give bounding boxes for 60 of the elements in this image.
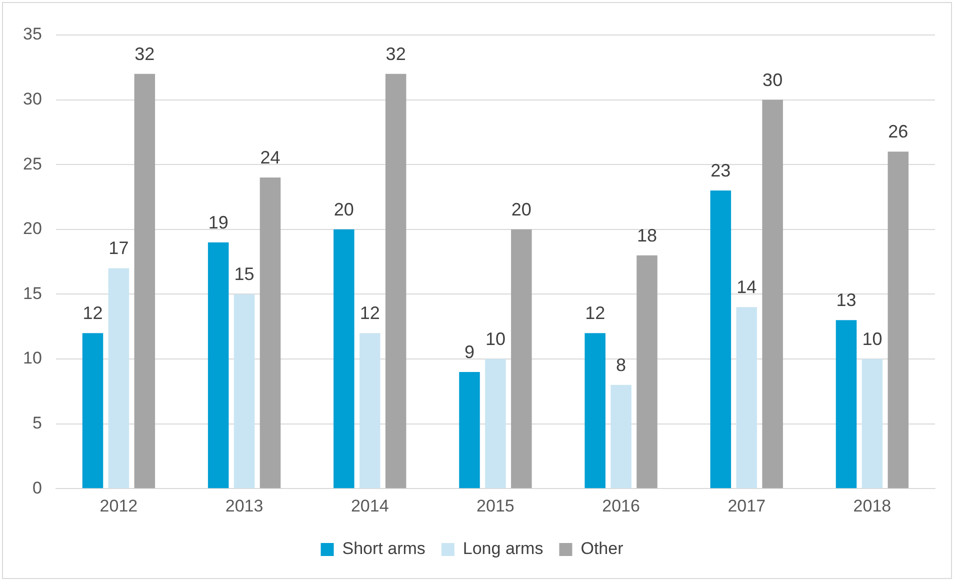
bar <box>234 294 255 488</box>
bar <box>260 178 281 488</box>
data-label: 20 <box>334 199 354 220</box>
bar <box>636 255 658 488</box>
bar <box>836 320 857 488</box>
bar <box>208 242 229 488</box>
data-label: 12 <box>82 303 103 324</box>
bar <box>584 333 606 488</box>
y-tick-label: 30 <box>22 89 42 108</box>
bar <box>108 268 130 488</box>
y-tick-label: 10 <box>22 348 42 368</box>
data-label: 26 <box>888 122 908 142</box>
data-label: 10 <box>862 328 882 349</box>
data-label: 12 <box>585 303 606 324</box>
data-label: 17 <box>108 238 129 258</box>
data-label: 8 <box>616 354 626 375</box>
bar <box>485 359 506 488</box>
x-tick-label: 2013 <box>225 496 264 516</box>
data-label: 19 <box>208 212 228 232</box>
x-tick-label: 2014 <box>350 496 389 516</box>
bar <box>134 74 156 488</box>
x-tick-label: 2017 <box>728 496 766 516</box>
data-label: 20 <box>511 199 532 220</box>
y-tick-label: 35 <box>22 24 42 44</box>
bar <box>710 190 732 488</box>
x-tick-label: 2018 <box>853 496 892 516</box>
x-tick-label: 2016 <box>602 496 640 516</box>
x-tick-label: 2015 <box>476 496 514 516</box>
bar <box>82 333 104 488</box>
data-label: 32 <box>134 44 155 64</box>
bar <box>334 229 354 488</box>
bar <box>762 100 783 488</box>
y-tick-label: 5 <box>32 413 42 432</box>
bar <box>888 152 909 488</box>
data-label: 24 <box>260 148 280 168</box>
bar <box>359 333 380 488</box>
legend-label: Long arms <box>462 539 544 558</box>
data-label: 32 <box>386 44 406 64</box>
bar <box>610 384 632 488</box>
data-label: 12 <box>360 303 380 324</box>
y-tick-label: 20 <box>22 219 42 238</box>
data-label: 9 <box>464 342 475 362</box>
bar <box>736 307 758 488</box>
bar <box>385 74 406 488</box>
legend-label: Other <box>580 539 624 558</box>
bar <box>862 359 883 488</box>
y-tick-label: 25 <box>22 154 42 174</box>
legend-label: Short arms <box>342 539 426 558</box>
bar <box>459 372 480 488</box>
x-tick-label: 2012 <box>100 496 138 516</box>
data-label: 23 <box>710 160 731 180</box>
y-tick-label: 0 <box>32 478 42 498</box>
y-tick-label: 15 <box>22 284 42 303</box>
data-label: 15 <box>234 264 254 284</box>
bar <box>511 229 532 488</box>
data-label: 10 <box>485 328 506 349</box>
data-label: 30 <box>762 70 783 90</box>
data-label: 18 <box>636 225 658 246</box>
data-label: 13 <box>836 290 856 310</box>
data-label: 14 <box>736 277 757 298</box>
